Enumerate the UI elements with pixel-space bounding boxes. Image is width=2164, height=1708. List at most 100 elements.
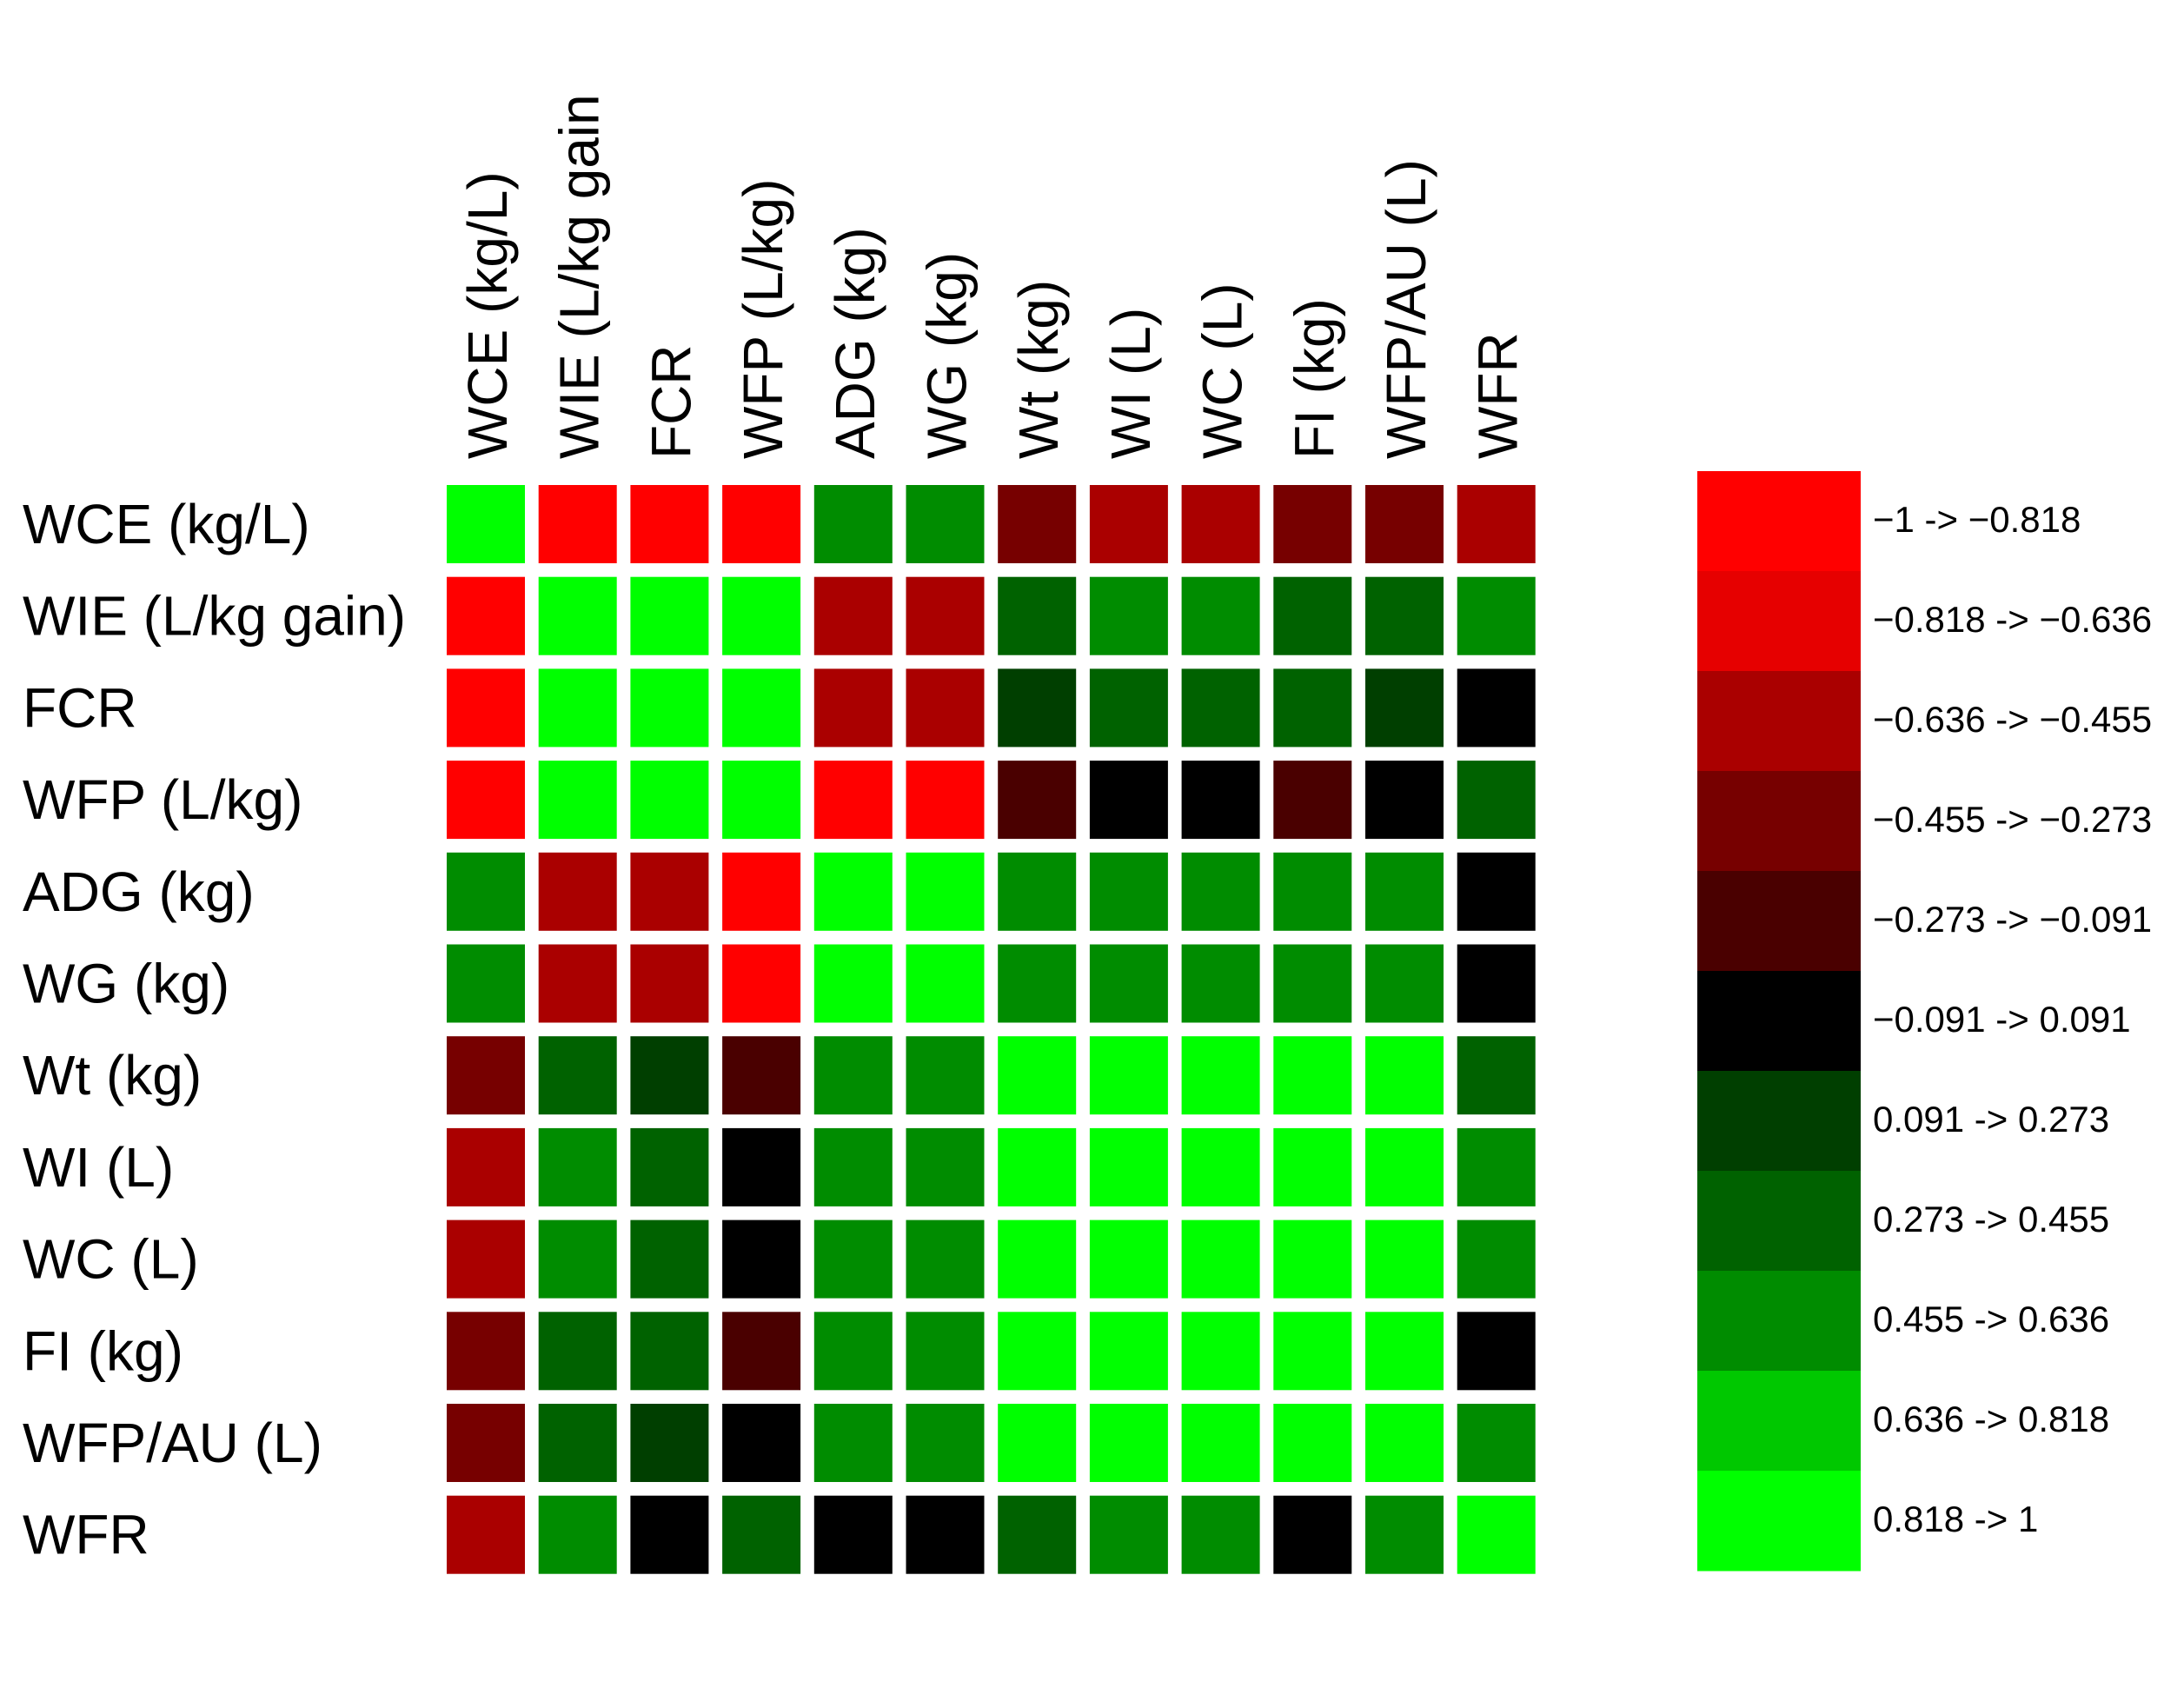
heatmap-cell <box>447 1495 525 1574</box>
legend-label: 0.091 -> 0.273 <box>1873 1099 2109 1140</box>
column-label-wce-kg-l: WCE (kg/L) <box>456 171 519 459</box>
heatmap-cell <box>1273 1495 1352 1574</box>
heatmap-cell <box>447 1312 525 1391</box>
heatmap-cell <box>630 852 709 931</box>
heatmap-cell <box>1089 668 1168 748</box>
legend-swatch <box>1697 571 1861 672</box>
heatmap-cell <box>813 761 893 840</box>
heatmap-cell <box>447 944 525 1023</box>
heatmap-cell <box>1365 944 1444 1023</box>
heatmap-cell <box>1273 761 1352 840</box>
heatmap-cell <box>722 852 801 931</box>
heatmap-cell <box>1181 1495 1260 1574</box>
heatmap-cell <box>1457 944 1536 1023</box>
legend-label: −1 -> −0.818 <box>1873 499 2081 540</box>
heatmap-cell <box>1365 761 1444 840</box>
row-label-wi-l: WI (L) <box>23 1136 174 1199</box>
heatmap-cell <box>447 668 525 748</box>
heatmap-cell <box>722 1220 801 1299</box>
heatmap-cell <box>447 852 525 931</box>
heatmap-cell <box>998 1312 1077 1391</box>
heatmap-cell <box>722 1404 801 1482</box>
legend-label: 0.636 -> 0.818 <box>1873 1399 2109 1439</box>
row-label-wc-l: WC (L) <box>23 1228 199 1291</box>
legend-swatch <box>1697 771 1861 872</box>
column-label-fi-kg: FI (kg) <box>1283 298 1345 459</box>
heatmap-cell <box>630 1312 709 1391</box>
legend-label: −0.636 -> −0.455 <box>1873 699 2152 740</box>
heatmap-cell <box>813 852 893 931</box>
heatmap-cell <box>630 576 709 655</box>
heatmap-cell <box>998 1036 1077 1115</box>
heatmap-cell <box>813 576 893 655</box>
heatmap-cell <box>813 944 893 1023</box>
heatmap-cell <box>1457 1127 1536 1206</box>
heatmap-cell <box>630 944 709 1023</box>
heatmap-cell <box>1089 1036 1168 1115</box>
column-label-wg-kg: WG (kg) <box>916 252 979 459</box>
heatmap-cell <box>1457 668 1536 748</box>
heatmap-cell <box>1457 576 1536 655</box>
heatmap-cell <box>906 1312 985 1391</box>
heatmap-cell <box>1181 668 1260 748</box>
heatmap-cell <box>906 1404 985 1482</box>
row-label-wie-l-kg-gain: WIE (L/kg gain) <box>23 585 406 648</box>
heatmap-cell <box>1181 944 1260 1023</box>
heatmap-cell <box>906 1127 985 1206</box>
heatmap-cell <box>1365 1312 1444 1391</box>
legend-label: 0.455 -> 0.636 <box>1873 1299 2109 1339</box>
heatmap-cell <box>630 668 709 748</box>
column-label-wfr: WFR <box>1467 332 1530 459</box>
heatmap-cell <box>1181 576 1260 655</box>
heatmap-cell <box>1089 1495 1168 1574</box>
heatmap-cell <box>447 1036 525 1115</box>
heatmap-cell <box>538 1220 617 1299</box>
heatmap-cell <box>1457 1312 1536 1391</box>
heatmap-cell <box>906 668 985 748</box>
column-label-fcr: FCR <box>640 344 702 459</box>
heatmap-cell <box>813 485 893 563</box>
heatmap-cell <box>1457 1404 1536 1482</box>
legend-swatch <box>1697 671 1861 772</box>
heatmap-cell <box>538 944 617 1023</box>
heatmap-cell <box>630 1220 709 1299</box>
heatmap-cell <box>998 1404 1077 1482</box>
heatmap-cell <box>447 1404 525 1482</box>
heatmap-cell <box>1273 1404 1352 1482</box>
heatmap-cell <box>998 1495 1077 1574</box>
heatmap-cell <box>538 1495 617 1574</box>
heatmap-cell <box>1089 761 1168 840</box>
heatmap-cell <box>998 485 1077 563</box>
heatmap-cell <box>1181 1220 1260 1299</box>
heatmap-cell <box>1089 944 1168 1023</box>
heatmap-cell <box>1457 761 1536 840</box>
heatmap-cell <box>906 1220 985 1299</box>
heatmap-cell <box>1181 852 1260 931</box>
heatmap-cell <box>538 485 617 563</box>
heatmap-cell <box>1365 485 1444 563</box>
heatmap-cell <box>1365 1127 1444 1206</box>
heatmap-cell <box>813 1220 893 1299</box>
row-label-wfr: WFR <box>23 1504 149 1566</box>
column-label-wt-kg: Wt (kg) <box>1007 280 1070 459</box>
heatmap-cell <box>1365 1404 1444 1482</box>
heatmap-cell <box>630 1036 709 1115</box>
heatmap-cell <box>722 1127 801 1206</box>
column-labels: WCE (kg/L) WIE (L/kg gain FCR WFP (L/kg) ADG… <box>456 94 1530 459</box>
heatmap-cell <box>1365 668 1444 748</box>
heatmap-cell <box>1089 1127 1168 1206</box>
legend-swatch <box>1697 471 1861 572</box>
heatmap-cell <box>998 668 1077 748</box>
heatmap-cell <box>538 852 617 931</box>
row-label-adg-kg: ADG (kg) <box>23 861 255 923</box>
heatmap-cell <box>906 1495 985 1574</box>
color-legend: −1 -> −0.818 −0.818 -> −0.636 −0.636 -> −0… <box>1697 471 2152 1572</box>
heatmap-cell <box>1365 576 1444 655</box>
heatmap-cells <box>447 485 1536 1574</box>
heatmap-cell <box>630 1127 709 1206</box>
heatmap-cell <box>1273 576 1352 655</box>
column-label-wfp-l-kg: WFP (L/kg) <box>732 179 794 459</box>
heatmap-cell <box>538 1036 617 1115</box>
heatmap-cell <box>1089 485 1168 563</box>
